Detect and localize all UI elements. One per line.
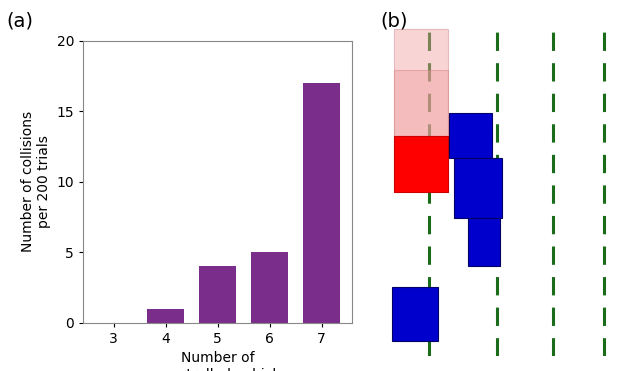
Bar [303,83,340,323]
Bar [392,287,438,341]
Bar [147,309,184,323]
Text: (a): (a) [6,11,33,30]
Bar [394,137,448,193]
Y-axis label: Number of collisions
per 200 trials: Number of collisions per 200 trials [20,111,51,252]
Bar [252,252,288,323]
Bar [394,70,448,137]
Bar [449,113,492,158]
Text: (b): (b) [381,11,408,30]
Bar [468,218,500,266]
Bar [454,158,502,218]
X-axis label: Number of
uncontrolled vehicles: Number of uncontrolled vehicles [143,351,292,371]
Bar [200,266,236,323]
Bar [394,29,448,137]
